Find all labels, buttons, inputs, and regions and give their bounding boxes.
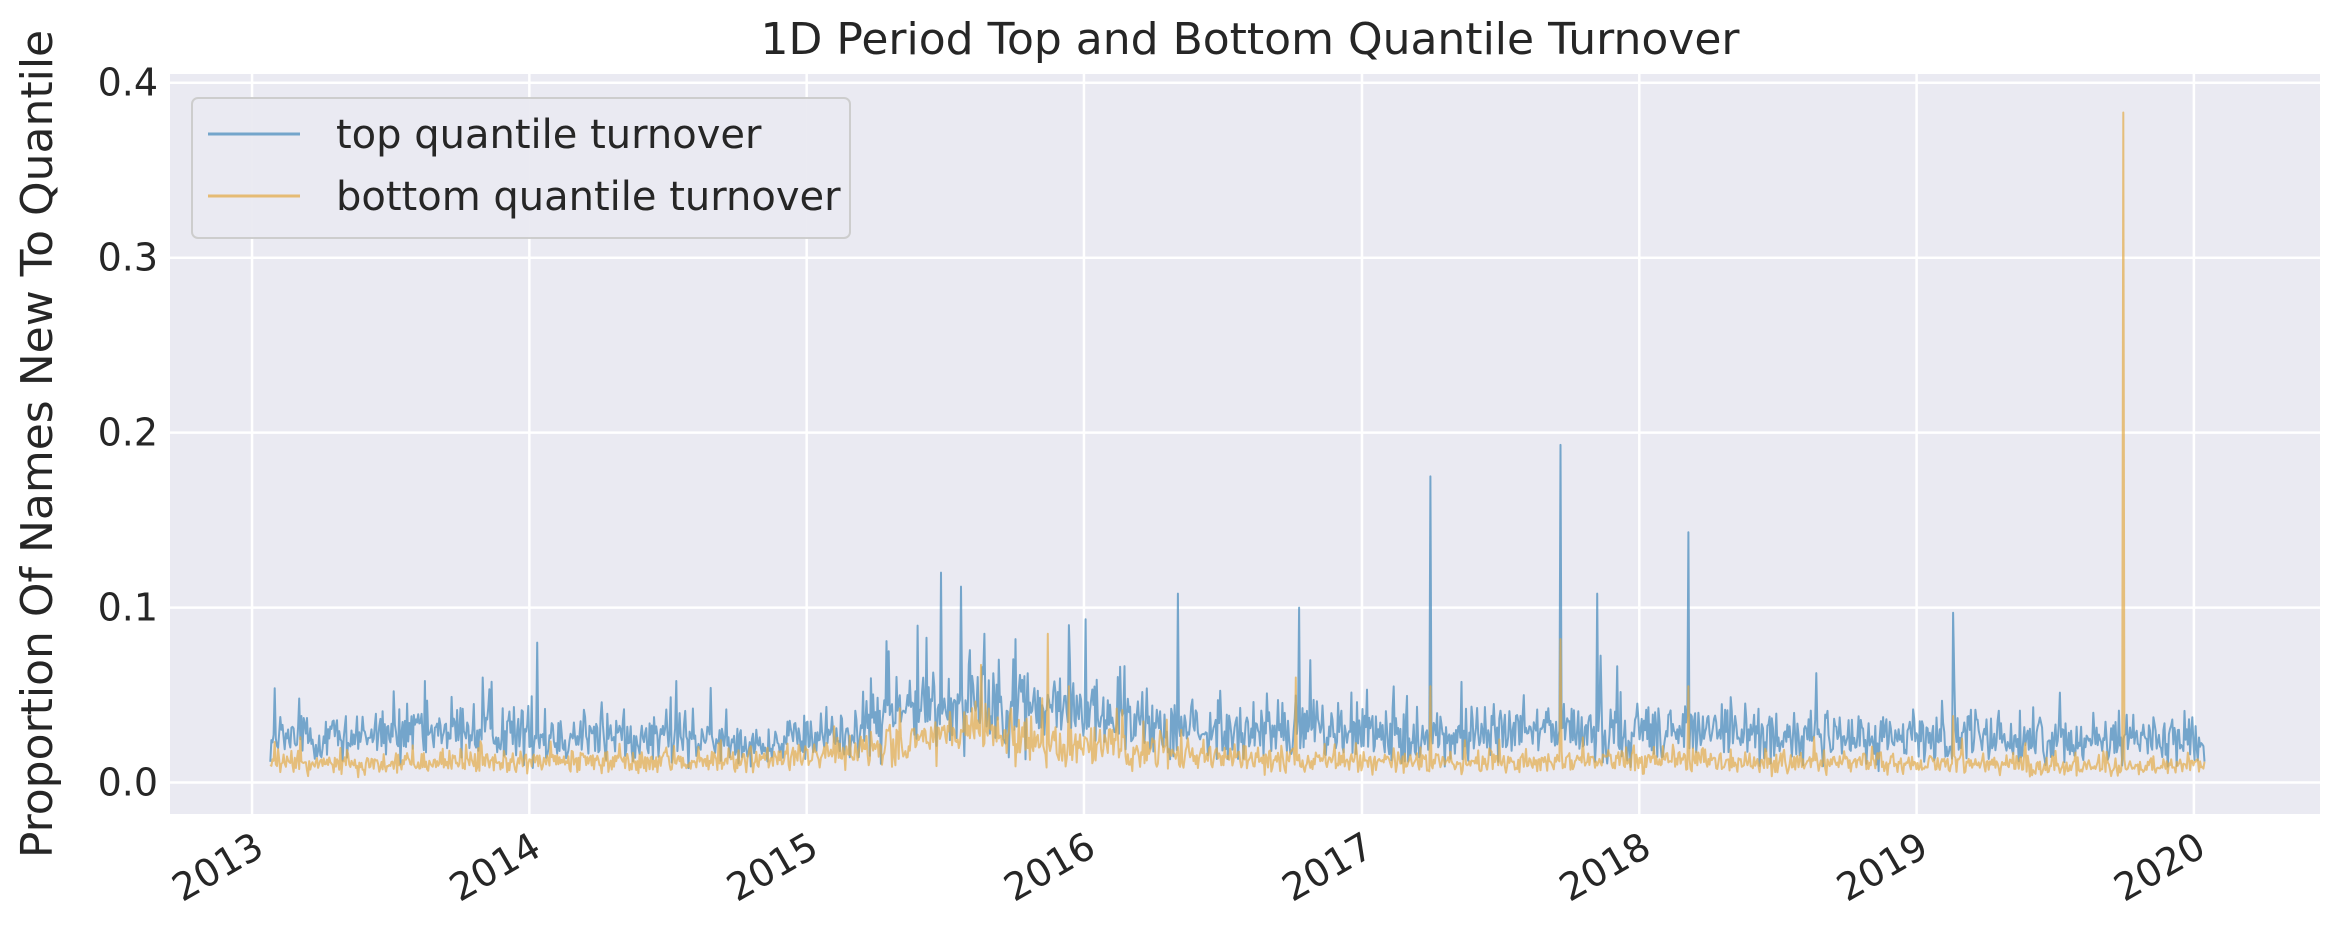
legend: top quantile turnover bottom quantile tu… (191, 97, 851, 239)
y-tick-label: 0.2 (98, 411, 158, 455)
series-line-top-quantile (269, 443, 2206, 773)
y-tick-labels: 0.0 0.1 0.2 0.3 0.4 (98, 61, 158, 805)
series-line-bottom-quantile (269, 111, 2206, 779)
y-axis-title: Proportion Of Names New To Quantile (12, 30, 63, 858)
x-tick-label: 2017 (1275, 824, 1381, 910)
x-tick-label: 2014 (442, 824, 548, 910)
y-tick-label: 0.1 (98, 586, 158, 630)
x-tick-label: 2015 (719, 824, 825, 910)
legend-label-top: top quantile turnover (336, 112, 762, 158)
x-tick-label: 2019 (1829, 824, 1935, 910)
x-tick-label: 2016 (997, 824, 1103, 910)
chart-title: 1D Period Top and Bottom Quantile Turnov… (761, 14, 1741, 65)
series-layer (269, 111, 2206, 779)
legend-box (191, 97, 851, 239)
y-tick-label: 0.3 (98, 236, 158, 280)
x-tick-labels: 2013 2014 2015 2016 2017 2018 2019 2020 (165, 824, 2213, 910)
x-tick-label: 2020 (2107, 824, 2213, 910)
y-tick-label: 0.4 (98, 61, 158, 105)
y-tick-label: 0.0 (98, 761, 158, 805)
x-tick-label: 2018 (1552, 824, 1658, 910)
x-tick-label: 2013 (165, 824, 271, 910)
legend-label-bottom: bottom quantile turnover (336, 174, 841, 220)
